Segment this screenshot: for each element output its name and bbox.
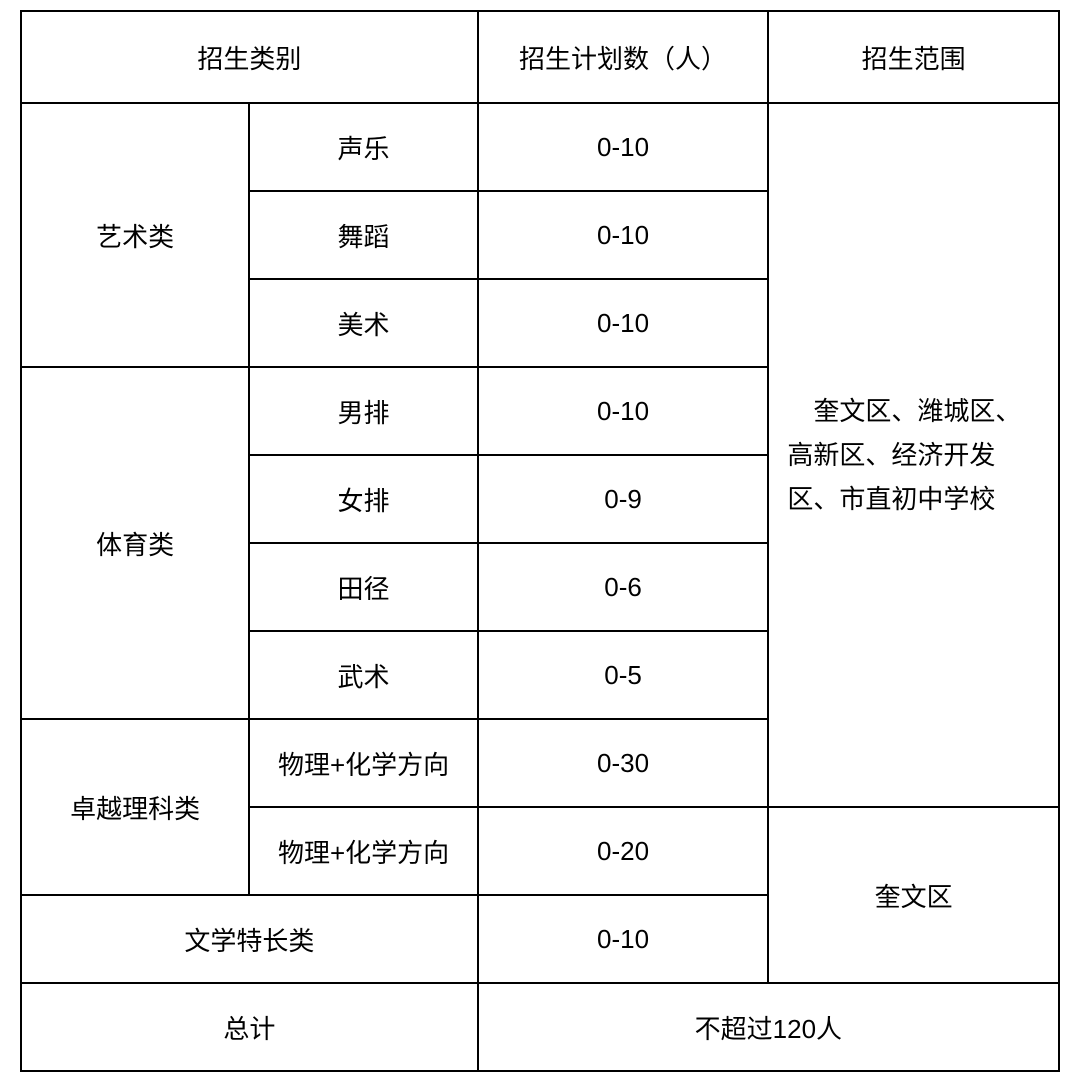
plan-cell: 0-30 [478,719,769,807]
plan-cell: 0-10 [478,191,769,279]
category-sports: 体育类 [21,367,249,719]
plan-cell: 0-10 [478,895,769,983]
enrollment-table: 招生类别 招生计划数（人） 招生范围 艺术类 声乐 0-10 奎文区、潍城区、高… [20,10,1060,1072]
scope-multi-district: 奎文区、潍城区、高新区、经济开发区、市直初中学校 [768,103,1059,807]
plan-cell: 0-6 [478,543,769,631]
subcategory-cell: 武术 [249,631,477,719]
plan-cell: 0-10 [478,279,769,367]
category-literature: 文学特长类 [21,895,478,983]
subcategory-cell: 声乐 [249,103,477,191]
category-science: 卓越理科类 [21,719,249,895]
table-header-row: 招生类别 招生计划数（人） 招生范围 [21,11,1059,103]
plan-cell: 0-10 [478,367,769,455]
total-value: 不超过120人 [478,983,1059,1071]
subcategory-cell: 男排 [249,367,477,455]
table-total-row: 总计 不超过120人 [21,983,1059,1071]
header-plan: 招生计划数（人） [478,11,769,103]
table-row: 艺术类 声乐 0-10 奎文区、潍城区、高新区、经济开发区、市直初中学校 [21,103,1059,191]
plan-cell: 0-20 [478,807,769,895]
subcategory-cell: 物理+化学方向 [249,807,477,895]
subcategory-cell: 田径 [249,543,477,631]
plan-cell: 0-10 [478,103,769,191]
plan-cell: 0-9 [478,455,769,543]
header-scope: 招生范围 [768,11,1059,103]
total-label: 总计 [21,983,478,1071]
plan-cell: 0-5 [478,631,769,719]
subcategory-cell: 物理+化学方向 [249,719,477,807]
category-art: 艺术类 [21,103,249,367]
subcategory-cell: 美术 [249,279,477,367]
subcategory-cell: 女排 [249,455,477,543]
subcategory-cell: 舞蹈 [249,191,477,279]
scope-kuiwen: 奎文区 [768,807,1059,983]
header-category: 招生类别 [21,11,478,103]
